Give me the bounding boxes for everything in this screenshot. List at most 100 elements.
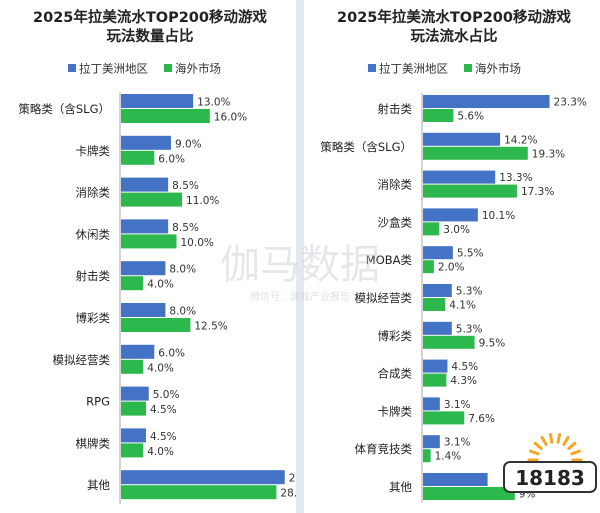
bar: [423, 170, 496, 184]
legend-entry: 拉丁美洲地区: [79, 62, 148, 76]
data-label: 10.0%: [181, 237, 214, 249]
bar: [121, 192, 183, 207]
data-label: 12.5%: [194, 321, 227, 333]
data-label: 4.0%: [147, 279, 174, 291]
data-label: 13.0%: [197, 97, 230, 109]
bar: [121, 401, 146, 416]
bar: [121, 386, 149, 401]
bar: [423, 449, 431, 463]
data-label: 5.6%: [457, 111, 484, 123]
legend-swatch: [68, 64, 76, 72]
data-label: 9%: [519, 489, 536, 501]
category-label: 休闲类: [76, 227, 111, 241]
bar: [423, 109, 454, 122]
category-label: 博彩类: [378, 329, 413, 343]
data-label: 8.5%: [172, 222, 199, 234]
bar: [423, 435, 440, 449]
chart-title-line: 玩法流水占比: [411, 27, 498, 45]
data-label: 3.1%: [444, 399, 471, 411]
data-label: 4.5%: [150, 431, 177, 443]
category-label: 策略类（含SLG）: [18, 102, 110, 116]
category-label: 沙盒类: [378, 215, 413, 229]
left-chart-panel: 2025年拉美流水TOP200移动游戏 玩法数量占比 拉丁美洲地区 海外市场 策略类（含…: [0, 0, 296, 513]
data-label: 6.0%: [158, 347, 185, 359]
bar: [423, 321, 452, 335]
data-label: 29.5%: [289, 473, 296, 485]
bar: [423, 411, 465, 425]
data-label: 5.5%: [457, 248, 484, 260]
bar: [423, 184, 517, 198]
legend-swatch: [464, 64, 472, 72]
bar: [121, 359, 144, 374]
bar: [423, 473, 488, 486]
bar: [121, 109, 210, 123]
data-label: 4.5%: [451, 361, 478, 373]
legend-entry: 海外市场: [475, 62, 521, 76]
bar: [121, 150, 155, 165]
data-label: 9.0%: [175, 138, 202, 150]
bar: [121, 318, 191, 332]
bar: [121, 344, 155, 359]
data-label: 16.0%: [214, 112, 247, 124]
data-label: 8.5%: [172, 180, 199, 192]
data-label: 4.3%: [450, 375, 477, 387]
bar: [423, 246, 453, 260]
bar: [121, 276, 144, 291]
bar: [121, 177, 169, 192]
data-label: 13.3%: [499, 172, 532, 184]
data-label: 5.3%: [456, 323, 483, 335]
bar: [121, 443, 144, 458]
data-label: 1.4%: [435, 451, 462, 463]
bar: [121, 303, 166, 317]
data-label: 8.0%: [169, 264, 196, 276]
data-label: 2.0%: [438, 262, 465, 274]
bar: [423, 284, 452, 297]
bar: [121, 234, 177, 249]
bar: [423, 298, 446, 311]
category-label: 射击类: [76, 269, 111, 283]
bar: [121, 135, 171, 150]
bar: [121, 428, 146, 443]
bar: [423, 397, 440, 411]
category-label: 消除类: [76, 186, 111, 200]
bar: [423, 146, 528, 160]
data-label: 14.2%: [504, 134, 537, 146]
data-label: 4.0%: [147, 446, 174, 458]
legend-entry: 拉丁美洲地区: [379, 62, 448, 76]
category-label: 卡牌类: [378, 404, 413, 418]
data-label: 23.3%: [554, 97, 587, 109]
bar: [121, 94, 194, 108]
data-label: 7.6%: [468, 413, 495, 425]
bar: [423, 222, 440, 236]
bar: [423, 487, 515, 500]
chart-title-line: 玩法数量占比: [107, 27, 194, 45]
data-label: 5.0%: [153, 389, 180, 401]
category-label: 棋牌类: [76, 436, 111, 450]
bar: [423, 260, 434, 274]
legend-swatch: [164, 64, 172, 72]
category-label: MOBA类: [366, 253, 413, 267]
category-label: 其他: [389, 480, 412, 494]
data-label: 5.3%: [456, 286, 483, 298]
data-label: 28.0%: [280, 488, 296, 500]
data-label: 19.3%: [532, 148, 565, 160]
category-label: 其他: [87, 478, 110, 492]
category-label: 消除类: [378, 178, 413, 192]
bar: [121, 470, 285, 485]
bar: [423, 335, 475, 349]
data-label: 9.5%: [479, 337, 506, 349]
data-label: 4.0%: [147, 362, 174, 374]
category-label: 模拟经营类: [53, 353, 111, 367]
data-label: 17.3%: [521, 186, 554, 198]
bar: [423, 95, 550, 108]
bar: [423, 132, 501, 146]
data-label: 11.0%: [186, 195, 219, 207]
data-label: 3.1%: [444, 437, 471, 449]
data-label: 6.0%: [158, 153, 185, 165]
bar: [423, 373, 447, 387]
category-label: RPG: [86, 395, 110, 409]
category-label: 卡牌类: [76, 144, 111, 158]
data-label: 4.1%: [449, 300, 476, 312]
